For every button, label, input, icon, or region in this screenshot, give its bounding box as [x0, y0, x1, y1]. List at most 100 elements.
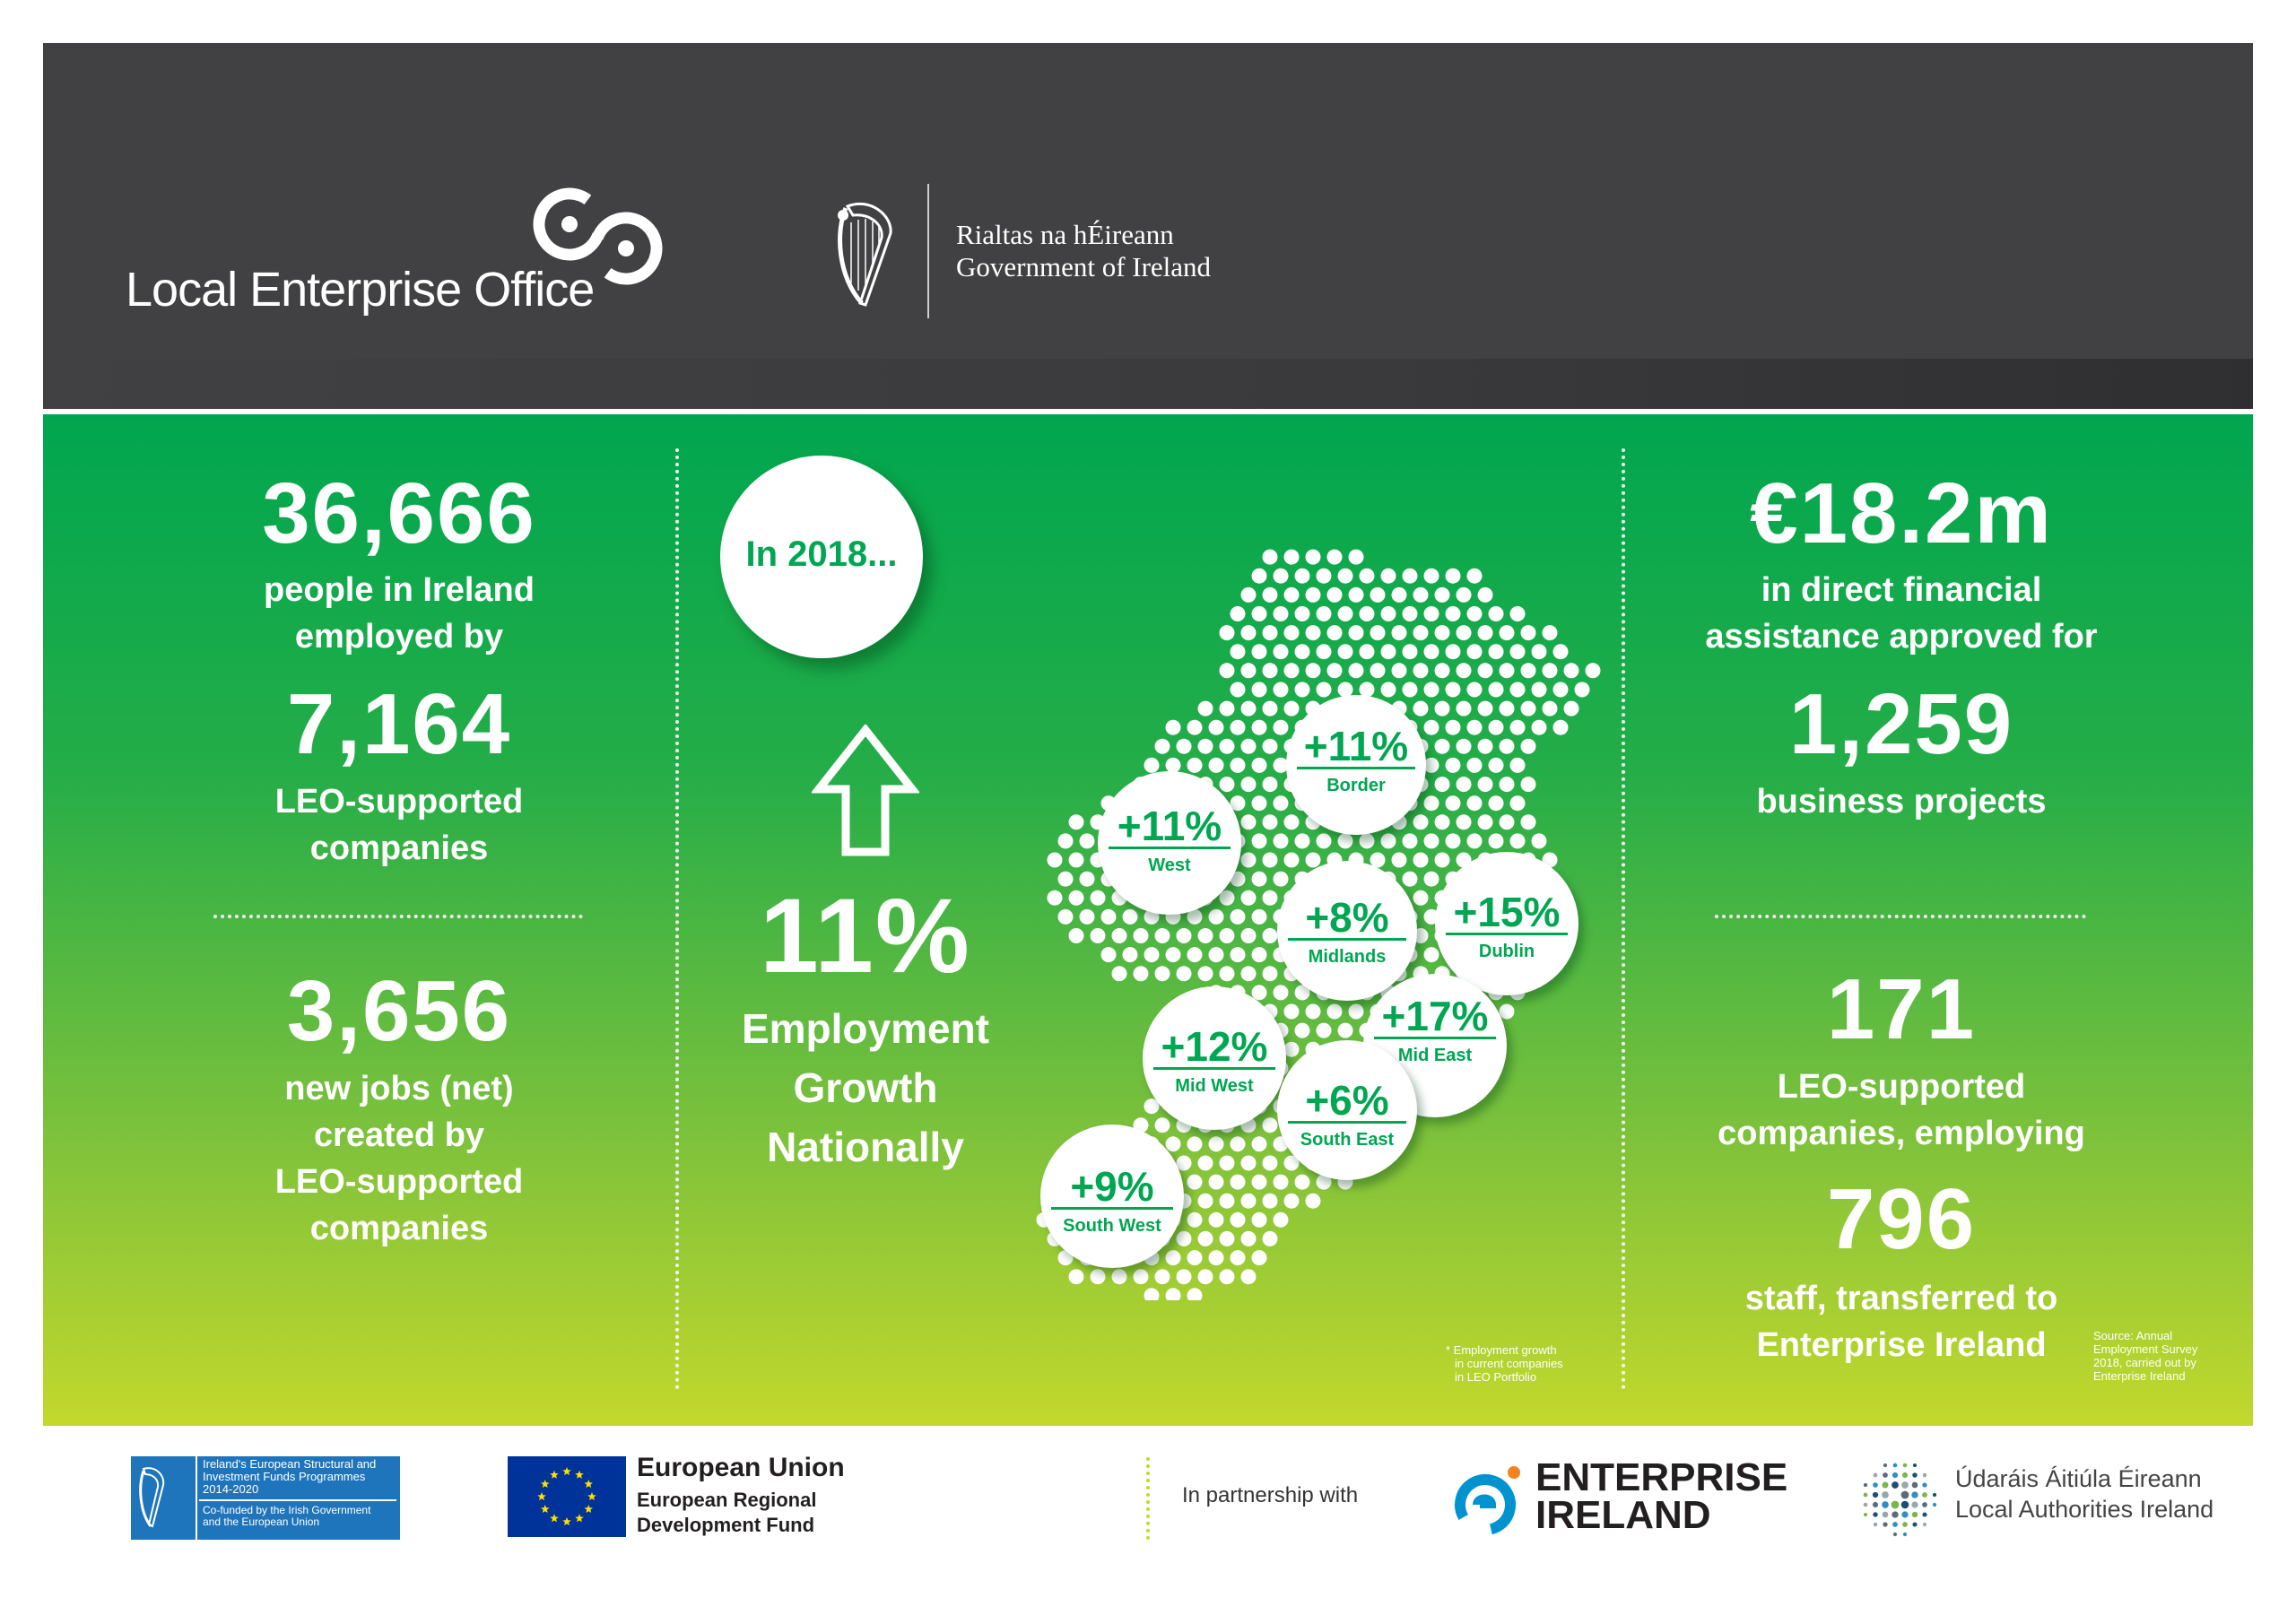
region-bubble-west: +11% West	[1098, 771, 1241, 915]
lai-dot	[1911, 1481, 1918, 1489]
lai-dot	[1911, 1491, 1918, 1498]
map-dot	[1133, 1269, 1149, 1285]
map-dot	[1294, 833, 1310, 849]
region-underline	[1109, 847, 1231, 849]
map-dot	[1434, 663, 1450, 679]
map-dot	[1466, 644, 1483, 660]
map-dot	[1477, 777, 1493, 793]
map-dot	[1230, 1211, 1246, 1228]
lai-dot	[1900, 1500, 1909, 1509]
lai-dot	[1892, 1511, 1899, 1518]
map-dot	[1240, 852, 1257, 868]
map-dot	[1219, 700, 1235, 716]
map-dot	[1488, 757, 1504, 773]
map-dot	[1509, 644, 1526, 660]
new-jobs-label-4: companies	[309, 1210, 489, 1247]
map-dot	[1337, 568, 1353, 584]
map-dot	[1273, 1211, 1289, 1228]
map-dot	[1499, 625, 1515, 641]
map-dot	[1251, 908, 1267, 925]
map-dot	[1251, 568, 1267, 584]
map-dot	[1273, 682, 1289, 698]
transferred-companies-value: 171	[1826, 961, 1977, 1057]
map-dot	[1068, 890, 1084, 906]
map-dot	[1456, 738, 1472, 754]
map-dot	[1262, 1155, 1278, 1171]
map-dot	[1294, 568, 1310, 584]
map-dot	[1079, 871, 1095, 887]
map-dot	[1520, 700, 1536, 716]
right-divider	[1715, 915, 2086, 918]
new-jobs-label-3: LEO-supported	[274, 1163, 524, 1201]
esif-line-4: Co-funded by the Irish Government	[203, 1504, 371, 1516]
map-dot	[1380, 682, 1396, 698]
map-dot	[1176, 1269, 1192, 1285]
map-dot	[1348, 549, 1364, 565]
map-dot	[1251, 795, 1267, 812]
map-dot	[1176, 1230, 1192, 1246]
map-dot	[1294, 606, 1310, 621]
partnership-label: In partnership with	[1182, 1483, 1359, 1507]
lai-dot	[1901, 1472, 1909, 1479]
lai-dot	[1902, 1522, 1908, 1527]
map-dot	[1154, 738, 1170, 754]
map-dot	[1283, 700, 1300, 716]
map-dot	[1165, 757, 1181, 773]
header-shade	[43, 359, 2253, 409]
source-note-1: Source: Annual	[2093, 1329, 2173, 1342]
map-dot	[1391, 586, 1407, 603]
map-dot	[1488, 606, 1504, 621]
map-dot	[1240, 966, 1257, 982]
map-dot	[1445, 644, 1461, 660]
transferred-companies-label-1: LEO-supported	[1777, 1068, 2026, 1106]
map-dot	[1100, 908, 1117, 925]
map-dot	[1359, 606, 1375, 621]
new-jobs-label-2: created by	[313, 1116, 485, 1154]
map-dot	[1230, 795, 1246, 812]
lai-dot	[1901, 1481, 1909, 1489]
map-dot	[1370, 852, 1386, 868]
map-dot	[1466, 833, 1483, 849]
map-dot	[1262, 663, 1278, 679]
lai-dot	[1911, 1501, 1918, 1508]
map-dot	[1251, 644, 1267, 660]
lai-name-english: Local Authorities Ireland	[1955, 1496, 2214, 1523]
map-dot	[1219, 738, 1235, 754]
map-dot	[1068, 928, 1084, 943]
map-dot	[1499, 814, 1515, 830]
year-badge-text: In 2018...	[745, 534, 898, 574]
region-bubble-south-east: +6% South East	[1277, 1040, 1417, 1180]
map-dot	[1477, 738, 1493, 754]
eu-subtitle-2: Development Fund	[637, 1514, 815, 1536]
map-dot	[1434, 738, 1450, 754]
map-dot	[1144, 1099, 1160, 1115]
lai-dot	[1932, 1492, 1937, 1498]
map-dot	[1499, 700, 1515, 716]
lai-dot	[1873, 1512, 1878, 1517]
map-dot	[1370, 625, 1386, 641]
map-dot	[1283, 549, 1300, 565]
map-dot	[1154, 1117, 1170, 1133]
map-dot	[1423, 947, 1439, 963]
map-dot	[1359, 682, 1375, 698]
map-dot	[1240, 928, 1257, 943]
map-dot	[1337, 644, 1353, 660]
map-dot	[1273, 1174, 1289, 1190]
map-dot	[1380, 606, 1396, 621]
lai-dot	[1902, 1532, 1908, 1537]
map-dot	[1316, 606, 1332, 621]
map-dot	[1466, 719, 1483, 735]
transferred-companies-label-2: companies, employing	[1718, 1115, 2085, 1152]
map-dot	[1294, 1174, 1310, 1190]
map-dot	[1434, 700, 1450, 716]
map-dot	[1434, 777, 1450, 793]
map-dot	[1273, 871, 1289, 887]
map-dot	[1477, 663, 1493, 679]
lai-dot	[1892, 1481, 1899, 1489]
map-dot	[1240, 625, 1257, 641]
map-dot	[1251, 871, 1267, 887]
region-underline	[1297, 767, 1415, 769]
eu-subtitle-1: European Regional	[637, 1489, 817, 1511]
lai-dot	[1863, 1502, 1868, 1507]
map-dot	[1413, 625, 1429, 641]
